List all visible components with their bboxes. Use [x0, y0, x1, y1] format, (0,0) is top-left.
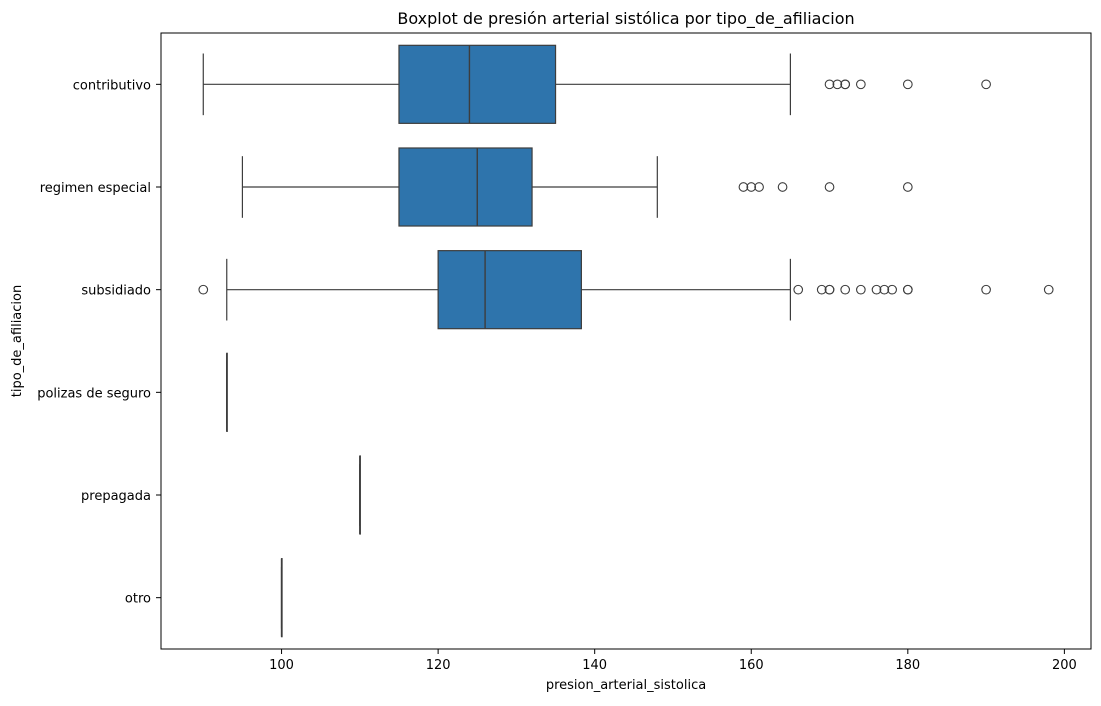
y-axis-label: tipo_de_afiliacion — [10, 285, 25, 397]
x-axis-label: presion_arterial_sistolica — [546, 678, 706, 693]
outlier-point — [981, 284, 991, 295]
outlier-point — [824, 284, 835, 295]
outlier-point — [855, 284, 866, 295]
outlier-point — [754, 182, 764, 192]
x-tick-label: 160 — [739, 658, 764, 673]
x-tick-label: 120 — [426, 658, 451, 673]
outlier-point — [855, 79, 866, 90]
box-group-polizas-de-seguro — [226, 352, 228, 432]
plot-frame — [160, 32, 1092, 650]
outlier-point — [824, 79, 835, 90]
outlier-point — [198, 284, 209, 295]
outlier-point — [1043, 284, 1054, 295]
x-tick-label: 200 — [1052, 658, 1077, 673]
chart-title: Boxplot de presión arterial sistólica po… — [397, 9, 854, 29]
y-tick-label: polizas de seguro — [37, 386, 151, 401]
outlier-point — [824, 182, 835, 192]
outlier-point — [902, 79, 913, 90]
x-tick-label: 180 — [895, 658, 920, 673]
y-tick-label: contributivo — [73, 78, 151, 93]
box-group-contributivo — [202, 44, 991, 124]
y-axis: contributivo regimen especial subsidiado po… — [37, 78, 161, 607]
outlier-point — [746, 182, 757, 192]
outlier-point — [902, 182, 913, 192]
y-tick-label: regimen especial — [40, 181, 151, 196]
plot-area — [198, 44, 1054, 638]
box-group-subsidiado — [198, 250, 1054, 330]
outlier-point — [840, 79, 851, 90]
y-tick-label: otro — [125, 592, 151, 607]
outlier-point — [738, 182, 749, 192]
box-group-regimen-especial — [241, 147, 913, 227]
outlier-point — [793, 284, 804, 295]
outlier-point — [887, 284, 898, 295]
outlier-point — [816, 284, 827, 295]
box-group-prepagada — [359, 455, 361, 535]
outlier-point — [832, 79, 843, 90]
outlier-point — [840, 284, 851, 295]
outlier-point — [777, 182, 788, 192]
x-tick-label: 100 — [269, 658, 294, 673]
box-iqr — [398, 147, 533, 227]
outlier-point — [902, 284, 913, 295]
outlier-point — [879, 284, 890, 295]
outlier-point — [981, 79, 991, 90]
y-tick-label: subsidiado — [81, 284, 151, 299]
y-tick-label: prepagada — [81, 489, 151, 504]
box-iqr — [398, 44, 557, 124]
box-group-otro — [280, 558, 283, 638]
x-axis: 100 120 140 160 180 200 — [269, 649, 1077, 673]
x-tick-label: 140 — [582, 658, 607, 673]
outlier-point — [871, 284, 882, 295]
box-iqr — [437, 250, 582, 330]
